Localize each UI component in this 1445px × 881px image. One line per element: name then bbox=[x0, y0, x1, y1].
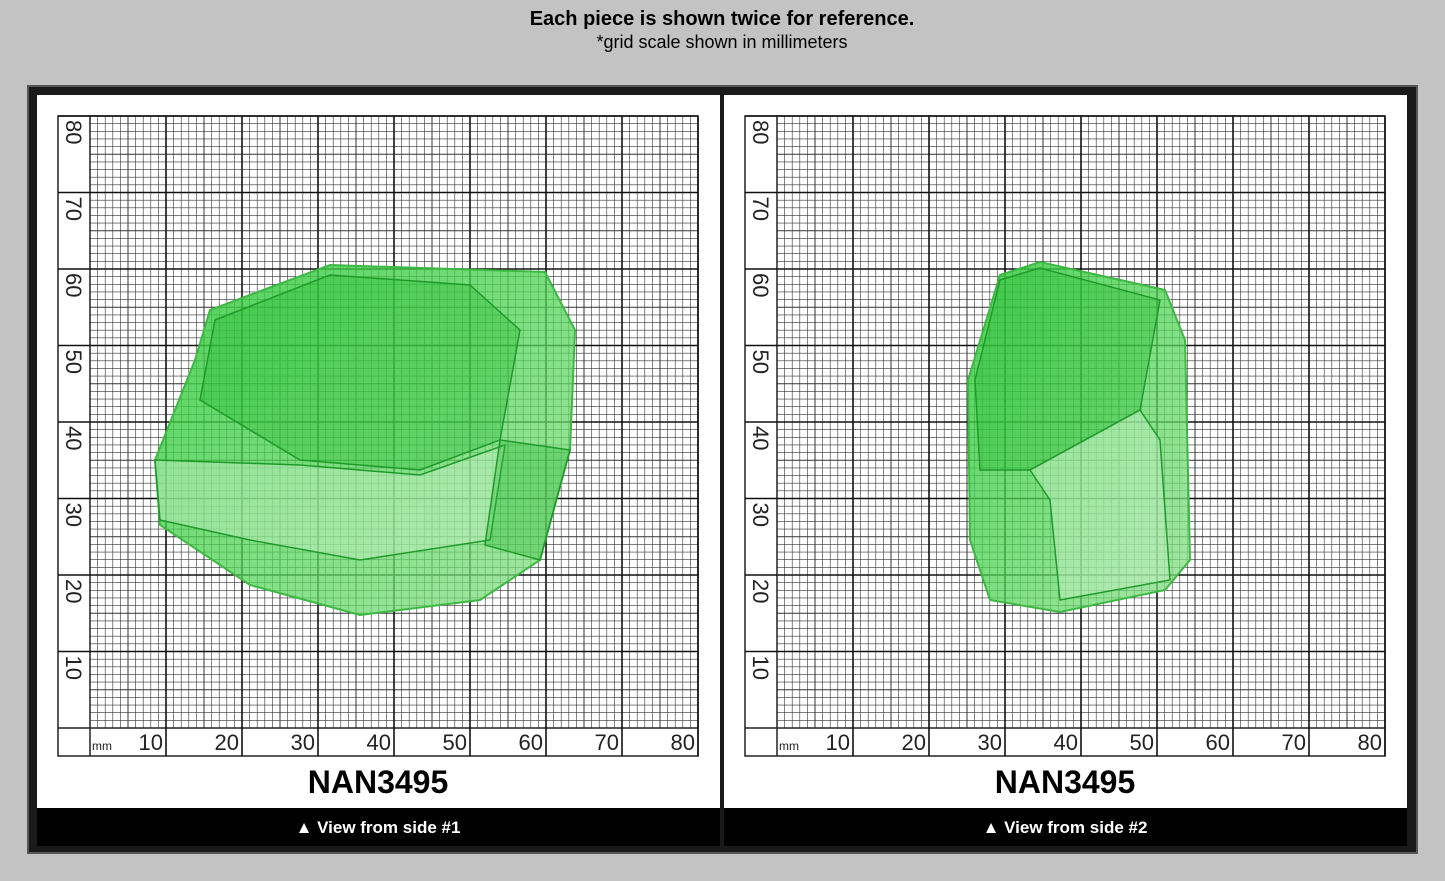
x-tick-label: 10 bbox=[139, 730, 163, 755]
gemstone-facet bbox=[1028, 409, 1171, 601]
y-tick-label: 40 bbox=[61, 426, 86, 450]
x-tick-label: 80 bbox=[671, 730, 695, 755]
gemstone bbox=[966, 260, 1192, 614]
y-tick-label: 50 bbox=[748, 350, 773, 374]
x-tick-label: 70 bbox=[1282, 730, 1306, 755]
y-tick-label: 30 bbox=[61, 503, 86, 527]
x-tick-label: 20 bbox=[215, 730, 239, 755]
y-tick-label: 10 bbox=[61, 656, 86, 680]
x-tick-label: 40 bbox=[367, 730, 391, 755]
y-tick-label: 80 bbox=[61, 120, 86, 144]
x-tick-label: 60 bbox=[519, 730, 543, 755]
piece-label: NAN3495 bbox=[308, 764, 449, 800]
y-tick-label: 30 bbox=[748, 503, 773, 527]
y-tick-label: 60 bbox=[61, 273, 86, 297]
caption-bar bbox=[724, 808, 1407, 846]
x-tick-label: 50 bbox=[443, 730, 467, 755]
unit-label: mm bbox=[92, 739, 112, 753]
x-tick-label: 70 bbox=[595, 730, 619, 755]
gemstone-facet bbox=[484, 439, 571, 561]
x-tick-label: 80 bbox=[1358, 730, 1382, 755]
panel: mm 10 10 20 20 30 30 40 40 50 50 60 60 70 70 80 80 NAN349… bbox=[37, 95, 720, 846]
x-tick-label: 40 bbox=[1054, 730, 1078, 755]
piece-label: NAN3495 bbox=[995, 764, 1136, 800]
caption: ▲ View from side #1 bbox=[296, 818, 461, 837]
x-tick-label: 20 bbox=[902, 730, 926, 755]
gemstone-facet bbox=[154, 443, 506, 561]
y-tick-label: 40 bbox=[748, 426, 773, 450]
panels: mm 10 10 20 20 30 30 40 40 50 50 60 60 70 70 80 80 NAN349… bbox=[37, 95, 1407, 846]
y-tick-label: 20 bbox=[748, 579, 773, 603]
header-title: Each piece is shown twice for reference. bbox=[530, 8, 915, 30]
x-tick-label: 30 bbox=[291, 730, 315, 755]
x-tick-label: 10 bbox=[826, 730, 850, 755]
unit-label: mm bbox=[779, 739, 799, 753]
x-tick-label: 60 bbox=[1206, 730, 1230, 755]
y-tick-label: 80 bbox=[748, 120, 773, 144]
x-tick-label: 50 bbox=[1130, 730, 1154, 755]
panel: mm 10 10 20 20 30 30 40 40 50 50 60 60 70 70 80 80 NAN349… bbox=[724, 95, 1407, 846]
y-tick-label: 20 bbox=[61, 579, 86, 603]
y-tick-label: 70 bbox=[61, 197, 86, 221]
x-tick-label: 30 bbox=[978, 730, 1002, 755]
caption-bar bbox=[37, 808, 720, 846]
header-subtitle: *grid scale shown in millimeters bbox=[596, 32, 847, 52]
y-tick-label: 70 bbox=[748, 197, 773, 221]
y-tick-label: 60 bbox=[748, 273, 773, 297]
y-tick-label: 10 bbox=[748, 656, 773, 680]
caption: ▲ View from side #2 bbox=[983, 818, 1148, 837]
y-tick-label: 50 bbox=[61, 350, 86, 374]
